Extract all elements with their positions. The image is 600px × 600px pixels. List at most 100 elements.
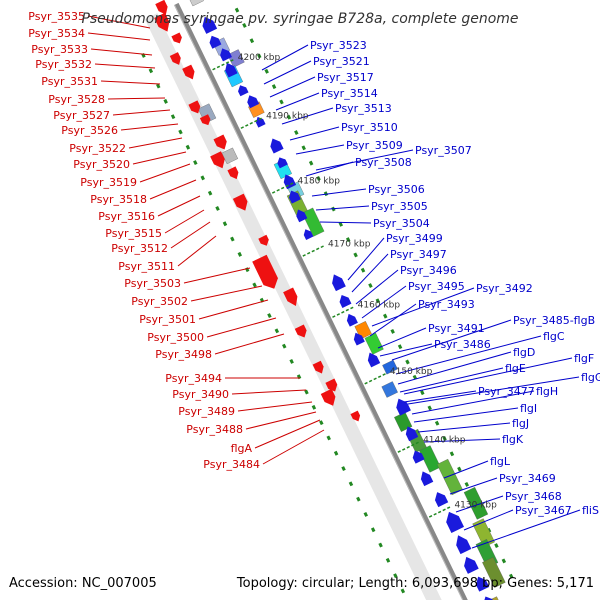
right-leader-line [411,390,535,415]
left-leader-line [157,195,201,217]
scale-tick-label: 4190 kbp [266,112,309,122]
left-leader-line [139,163,191,183]
track-dot [271,84,277,90]
feature-block [419,445,441,473]
track-dot [282,343,287,349]
right-leader-line [395,335,542,375]
forward-gene-arrow-shape [312,360,324,374]
reverse-gene-arrow-shape [270,138,284,154]
track-dot [257,53,262,59]
gene-label-left: Psyr_3532 [35,58,92,71]
gene-label-left: Psyr_3519 [80,176,137,189]
forward-gene-arrow-shape [232,193,248,211]
reverse-gene-arrow [225,62,238,78]
reverse-gene-arrow [332,274,346,292]
track-dot [286,114,292,120]
feature-block-rect [301,207,325,237]
forward-gene-arrow-shape [325,378,338,392]
feature-block-rect [227,49,245,68]
accession-text: Accession: NC_007005 [9,576,157,591]
gene-label-left: Psyr_3534 [28,27,85,40]
right-leader-line [289,126,340,141]
feature-block [227,49,245,68]
gene-label-left: Psyr_3511 [118,260,175,273]
right-leader-line [275,92,320,111]
gene-label-left: Psyr_3484 [203,458,260,471]
gene-label-right: Psyr_3506 [368,183,425,196]
gene-label-left: Psyr_3515 [105,227,162,240]
track-dot [360,267,366,273]
track-dot [193,160,198,166]
forward-gene-arrow [258,234,269,246]
reverse-gene-arrow-shape [346,313,358,327]
track-dot [341,466,346,472]
track-dot [333,450,339,456]
forward-gene-arrow [312,360,324,374]
forward-gene-arrow-shape [227,166,239,180]
gene-label-left: Psyr_3489 [178,405,235,418]
track-dot [370,527,376,533]
forward-gene-arrow-shape [171,32,182,44]
left-leader-line [87,15,151,29]
track-dot [427,405,432,411]
track-dot [356,496,361,502]
right-leader-line [261,44,309,71]
track-dot [200,175,205,181]
reverse-gene-arrow-shape [405,426,419,442]
gene-label-left: Psyr_3516 [98,210,155,223]
scale-tick-label: 4180 kbp [298,176,341,186]
gene-label-right: Psyr_3505 [371,200,428,213]
track-dot [434,420,440,426]
gene-label-right: flgE [505,362,526,375]
scale-tick-label: 4170 kbp [328,239,371,249]
track-dot [215,206,220,211]
right-leader-line [403,357,573,395]
reverse-gene-arrow-shape [247,95,260,109]
gene-label-left: Psyr_3490 [172,388,229,401]
gene-label-right: fliS [582,504,599,517]
track-dot [412,374,418,380]
forward-gene-arrow [155,0,168,15]
forward-gene-arrow [171,32,182,44]
right-leader-line [455,495,504,513]
right-leader-line [377,327,427,349]
track-dot [494,543,499,549]
track-dot [338,221,344,227]
gene-label-right: flgF [574,352,594,365]
gene-label-left: Psyr_3503 [124,277,181,290]
forward-gene-arrow-shape [283,287,298,307]
reverse-gene-arrow-shape [339,294,352,308]
reverse-gene-arrow [346,313,358,327]
track-dot [252,282,257,288]
left-leader-line [164,209,205,234]
track-dot [353,252,358,258]
scale-tick-label: 4140 kbp [423,436,466,446]
forward-gene-arrow-shape [188,100,201,114]
track-dot [301,145,306,151]
reverse-gene-arrow-shape [303,229,314,240]
gene-label-right: Psyr_3493 [418,298,475,311]
track-dot [326,435,331,441]
track-dot [267,313,272,319]
gene-labels: Psyr_3535 Psyr_3534 Psyr_3533 Psyr_3532 Psyr… [28,10,600,517]
reverse-gene-arrow [339,294,352,308]
track-dot [274,328,280,334]
rrna-dot-track [141,7,514,594]
gene-label-left: Psyr_3522 [69,142,126,155]
reverse-gene-arrow [420,471,434,487]
gene-label-right: Psyr_3508 [355,156,412,169]
track-dot [368,283,373,288]
right-leader-line [319,221,372,224]
reverse-gene-arrow [396,398,411,416]
left-leader-line [149,179,197,200]
forward-gene-arrow [325,378,338,392]
right-leader-line [443,460,489,479]
forward-gene-arrow [213,134,227,150]
right-leader-line [423,438,501,443]
forward-gene-arrow-shape [213,134,227,150]
reverse-gene-arrow-shape [202,16,218,34]
left-leader-line [245,411,317,430]
track-dot [383,313,388,319]
scale-tick-line [271,182,294,194]
